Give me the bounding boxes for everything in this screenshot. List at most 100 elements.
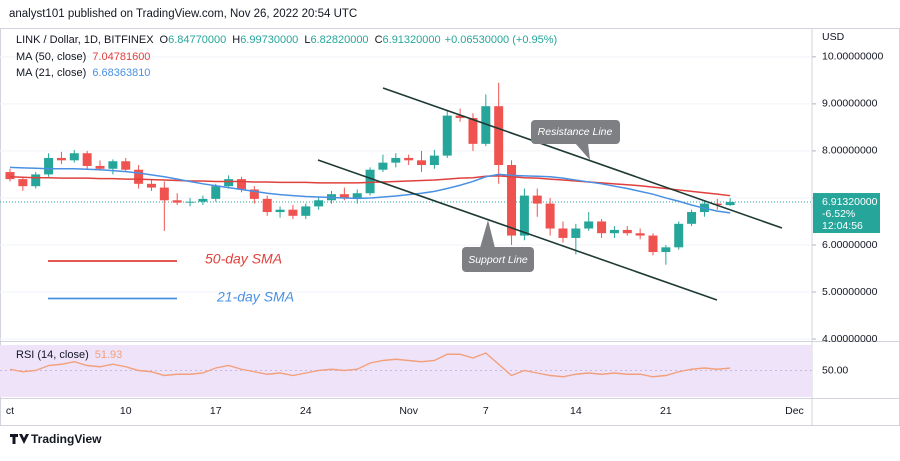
resistance-box (531, 120, 620, 144)
candle-body (339, 194, 349, 198)
rsi-pane (0, 345, 812, 397)
candle-body (391, 157, 401, 163)
x-tick-label: 24 (300, 405, 312, 417)
legend-item: 6.91320000 (383, 34, 441, 46)
candle-body (571, 228, 581, 238)
axes: USD 4.000000005.000000006.000000007.0000… (6, 31, 884, 417)
legend-item: L (304, 34, 310, 46)
support-pointer (480, 220, 495, 248)
candle-body (5, 172, 15, 180)
legend-row: MA (21, close) 6.68363810 (16, 67, 150, 79)
candle-body (82, 153, 92, 166)
legend: LINK / Dollar, 1D, BITFINEX O6.84770000 H6… (16, 34, 557, 361)
candle-body (31, 174, 41, 187)
legend-item: 6.68363810 (92, 67, 150, 79)
candle-body (648, 235, 658, 253)
candle-body (262, 198, 272, 213)
candle-body (609, 229, 619, 234)
candle-body (674, 223, 684, 248)
footer-logo: TradingView (10, 432, 102, 446)
candle-body (468, 117, 478, 144)
candle-body (224, 179, 234, 187)
candle-body (378, 162, 388, 170)
candle-body (95, 165, 105, 169)
candle-body (159, 187, 169, 201)
sma21-label: 21-day SMA (216, 289, 294, 305)
candle-body (545, 203, 555, 229)
candle-body (455, 115, 465, 118)
legend-row: RSI (14, close) 51.93 (16, 349, 122, 361)
x-tick-label: 21 (660, 405, 672, 417)
x-tick-label: 7 (483, 405, 489, 417)
x-tick-label: 14 (570, 405, 582, 417)
support-label: Support Line (468, 254, 528, 266)
candle-body (198, 198, 208, 202)
candle-body (442, 115, 452, 156)
y-tick-label: 4.00000000 (822, 333, 878, 345)
moving-average (9, 175, 731, 197)
resistance-pointer (575, 143, 590, 160)
candle-body (404, 157, 414, 161)
resistance-label: Resistance Line (538, 126, 613, 138)
plot (0, 82, 812, 265)
logo-mark (10, 434, 29, 444)
y-tick-label: 5.00000000 (822, 286, 878, 298)
candle-body (622, 229, 632, 234)
x-tick-label: Dec (785, 405, 804, 417)
last-price-label: 6.91320000 (822, 196, 878, 208)
candle-body (429, 155, 439, 166)
sma-annotation: 50-day SMA 21-day SMA (48, 251, 294, 305)
support-line (317, 159, 718, 301)
header: analyst101 published on TradingView.com,… (9, 8, 357, 20)
candle-body (365, 169, 375, 194)
candle-body (481, 106, 491, 144)
candle-body (597, 221, 607, 234)
candle-body (417, 160, 427, 166)
footer-text: TradingView (31, 432, 102, 446)
currency: USD (822, 31, 845, 43)
candle-body (288, 209, 298, 216)
candle-body (211, 186, 221, 199)
candle-body (108, 161, 118, 169)
y-tick-label: 8.00000000 (822, 145, 878, 157)
legend-item: LINK / Dollar, 1D, BITFINEX (16, 34, 154, 46)
candle-body (249, 189, 259, 199)
candle-body (314, 200, 324, 207)
rsi-tick-label: 50.00 (822, 364, 848, 376)
legend-item: 6.99730000 (240, 34, 298, 46)
candle-body (635, 233, 645, 236)
candle-body (352, 193, 362, 198)
trend-lines: Resistance Line Support Line (317, 87, 783, 301)
last-price-tag: 6.91320000-6.52%12:04:56 (813, 193, 880, 234)
last-price-box (813, 193, 880, 234)
legend-item: 7.04781600 (92, 51, 150, 63)
y-tick-label: 6.00000000 (822, 239, 878, 251)
candle-body (275, 209, 285, 213)
legend-item: +0.06530000 (+0.95%) (445, 34, 558, 46)
candle-body (584, 221, 594, 229)
candle-body (507, 165, 517, 236)
candle-body (134, 169, 144, 184)
candle-body (301, 206, 311, 216)
sma50-label: 50-day SMA (205, 251, 282, 267)
candle-body (185, 201, 195, 203)
legend-item: H (232, 34, 240, 46)
x-tick-label: Nov (399, 405, 418, 417)
candle-body (121, 161, 131, 170)
y-tick-label: 9.00000000 (822, 98, 878, 110)
y-tick-label: 10.00000000 (822, 51, 883, 63)
candle-body (494, 106, 504, 166)
legend-item: 51.93 (95, 349, 123, 361)
resistance-line (382, 87, 783, 229)
candle-body (532, 195, 542, 204)
candle-body (18, 179, 28, 187)
legend-row: MA (50, close) 7.04781600 (16, 51, 150, 63)
legend-row: LINK / Dollar, 1D, BITFINEX O6.84770000 H6… (16, 34, 557, 46)
candle-body (146, 183, 156, 188)
candle-body (712, 203, 722, 205)
legend-item: 6.82820000 (310, 34, 368, 46)
legend-item: RSI (14, close) (16, 349, 89, 361)
candle-body (661, 247, 671, 253)
